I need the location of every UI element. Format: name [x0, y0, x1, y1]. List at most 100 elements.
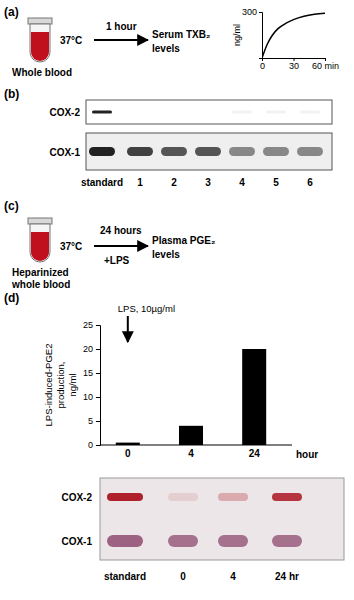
panel-label: (b) [4, 87, 19, 101]
axis-title: ng/ml [232, 24, 242, 46]
tick: 20 [83, 344, 100, 354]
chart-bar: 04240510152025LPS-induced-PGE2production… [43, 303, 318, 460]
tick-label: 15 [83, 368, 93, 378]
label: levels [152, 43, 180, 54]
tick-label: 0 [88, 440, 93, 450]
tick-mark [96, 373, 100, 374]
blot-band [263, 147, 289, 156]
tick: 30 [289, 58, 299, 71]
panel-label: (c) [4, 199, 19, 213]
tick-label: 25 [83, 320, 93, 330]
label: 0 [180, 571, 186, 582]
tube-icon [28, 18, 52, 62]
label: 24 hr [275, 571, 299, 582]
tick-label: 0 [260, 61, 265, 71]
tick: 60 min [312, 58, 339, 71]
blot-band [161, 147, 187, 156]
blot-band [89, 147, 115, 156]
label: Plasma PGE₂ [152, 235, 215, 246]
plot-marks [116, 349, 266, 445]
label: standard [104, 571, 146, 582]
annotation: LPS, 10µg/ml [118, 303, 175, 314]
blot-band [168, 535, 198, 547]
axis: 300 [242, 7, 263, 58]
tick: 25 [83, 320, 100, 330]
tick-mark [96, 397, 100, 398]
label: 37°C [60, 241, 82, 252]
label: 5 [273, 177, 279, 188]
label: levels [152, 249, 180, 260]
blot-band [168, 493, 198, 501]
axis-title: LPS-induced-PGE2 [43, 344, 54, 427]
tick-mark [96, 325, 100, 326]
axis-title: ng/ml [67, 373, 78, 396]
arrow [94, 245, 148, 247]
tick: 10 [83, 392, 100, 402]
tick: 4 [188, 445, 194, 459]
label: COX-2 [49, 107, 80, 118]
panel-b: COX-2COX-1standard123456 [49, 100, 332, 188]
tube-blood [31, 32, 49, 61]
tick: 300 [242, 7, 262, 17]
blot-band [107, 535, 143, 547]
axis-title: hour [296, 449, 318, 460]
label: Whole blood [12, 67, 72, 78]
blot-band [195, 147, 221, 156]
tick-label: 60 min [312, 61, 339, 71]
panel-label: (d) [4, 291, 19, 305]
panel-c: Heparinizedwhole blood37°C24 hours+LPSPl… [11, 218, 215, 290]
tick-mark [96, 349, 100, 350]
label: 37°C [60, 35, 82, 46]
tick: 5 [88, 416, 100, 426]
tube-icon [28, 218, 52, 262]
bar [179, 426, 203, 445]
blot-band [92, 111, 112, 114]
tick: 0 [125, 445, 131, 459]
blot-band [297, 147, 323, 156]
tick-label: 20 [83, 344, 93, 354]
tube-cap [28, 18, 52, 24]
tick-label: 10 [83, 392, 93, 402]
label: +LPS [104, 255, 130, 266]
axis-line [259, 13, 263, 59]
tick: 24 [249, 445, 261, 459]
tick-mark [259, 12, 262, 13]
tube-body [30, 24, 50, 62]
label: 4 [230, 571, 236, 582]
tick: 15 [83, 368, 100, 378]
chart-line: 0 30 60 min 300ng/ml [232, 7, 339, 71]
label: 2 [171, 177, 177, 188]
tick-label: 4 [188, 448, 194, 459]
tube-cap [28, 218, 52, 224]
blot-band [218, 535, 248, 547]
tube-blood [31, 232, 49, 261]
blot-band [127, 147, 153, 156]
label: 3 [205, 177, 211, 188]
blot-band [266, 111, 286, 114]
label: COX-2 [61, 492, 92, 503]
label: whole blood [11, 279, 70, 290]
axis: 0 5 10 15 20 25 [83, 320, 101, 450]
blot-band [272, 535, 302, 547]
figure: (a)(b)(c)(d)Whole blood37°C1 hourSerum T… [0, 0, 354, 600]
label: standard [81, 177, 123, 188]
tick: 0 [260, 58, 265, 71]
tick-mark [96, 421, 100, 422]
data-line [262, 13, 325, 58]
label: Heparinized [12, 267, 69, 278]
blot-band [107, 493, 143, 501]
arrow [127, 316, 129, 342]
arrow [94, 39, 148, 41]
label: 1 hour [106, 21, 137, 32]
blot-band [300, 111, 320, 114]
blot-band [218, 493, 248, 501]
blot-frame [86, 133, 332, 170]
tick-label: 300 [242, 7, 257, 17]
blot-band [232, 111, 252, 114]
bar [242, 349, 266, 445]
blot-band [229, 147, 255, 156]
blot-band [272, 493, 302, 501]
label: Serum TXB₂ [152, 29, 210, 40]
axis-line [100, 445, 292, 446]
axis: 0 4 24 [100, 445, 292, 459]
